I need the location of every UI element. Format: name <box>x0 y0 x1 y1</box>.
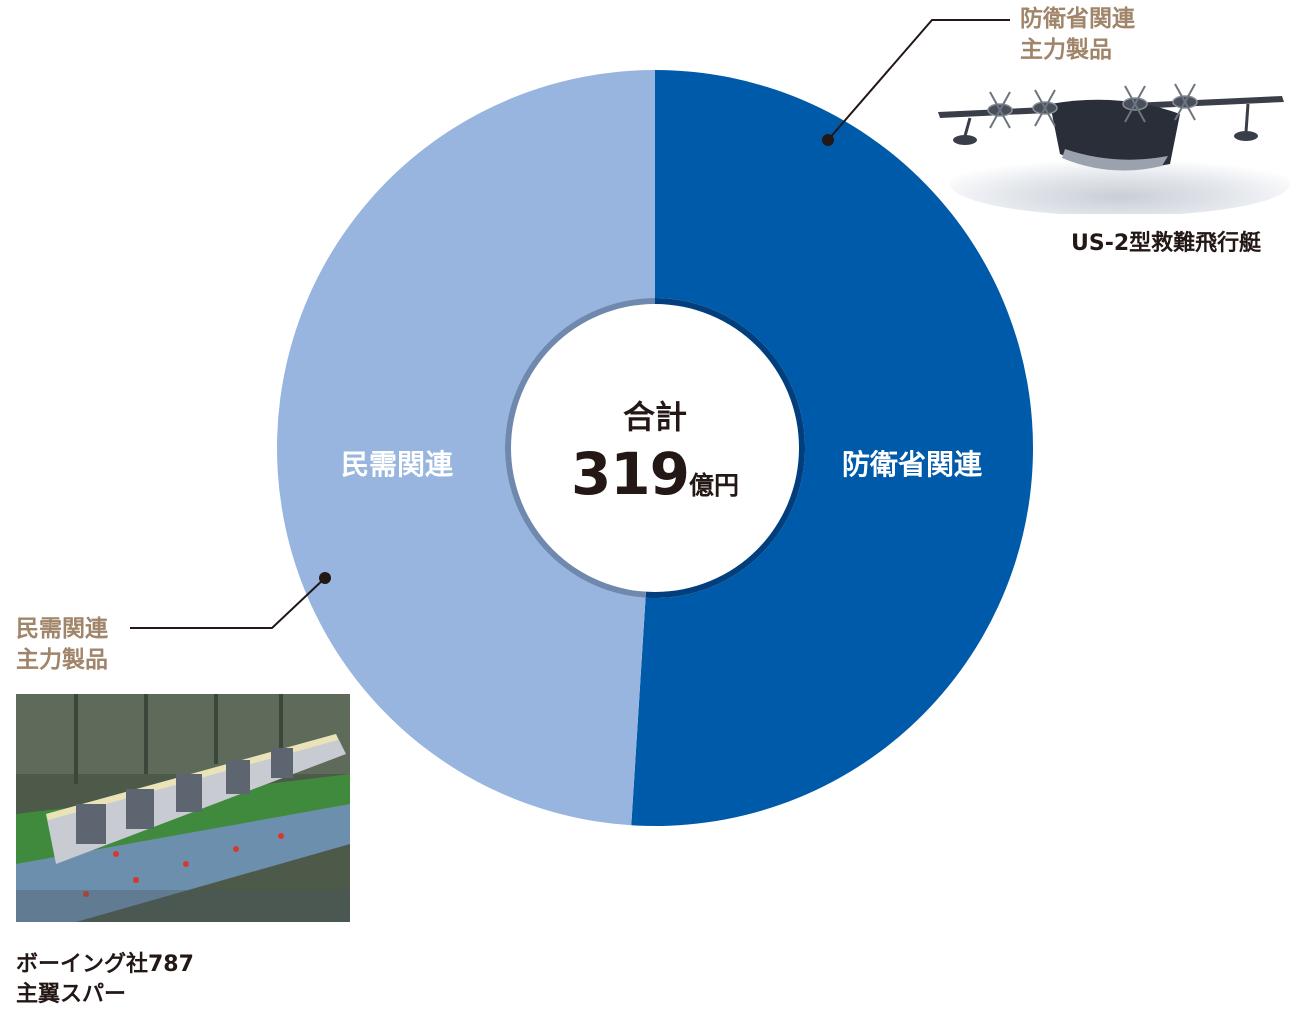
defense-photo-caption: US-2型救難飛行艇 <box>1071 231 1262 256</box>
slice-civil <box>277 70 655 826</box>
civil-callout-title: 民需関連 主力製品 <box>16 614 108 676</box>
defense-callout-line1: 防衛省関連 <box>1020 6 1135 32</box>
slice-label-civil: 民需関連 <box>340 448 454 481</box>
seaplane-photo <box>930 74 1290 214</box>
defense-callout-title: 防衛省関連 主力製品 <box>1020 4 1135 66</box>
total-value: 319 <box>570 440 690 508</box>
total-value-group: 319億円 <box>560 440 750 508</box>
defense-leader-line <box>827 19 1010 141</box>
defense-callout-line2: 主力製品 <box>1020 37 1112 63</box>
slice-label-defense: 防衛省関連 <box>841 448 983 481</box>
civil-leader-dot <box>319 572 331 584</box>
total-label: 合計 <box>622 398 687 436</box>
civil-callout-line2: 主力製品 <box>16 647 108 673</box>
slice-defense <box>631 70 1034 827</box>
total-unit: 億円 <box>689 471 740 500</box>
civil-photo-caption-line1: ボーイング社787 <box>16 952 194 977</box>
civil-leader-line <box>130 577 326 629</box>
civil-photo-caption-line2: 主翼スパー <box>16 982 127 1007</box>
civil-photo-caption: ボーイング社787 主翼スパー <box>16 950 194 1010</box>
civil-callout-line1: 民需関連 <box>16 616 108 642</box>
center-disc <box>511 304 799 592</box>
wing-spar-factory-photo <box>16 694 350 922</box>
defense-leader-dot <box>822 134 834 146</box>
